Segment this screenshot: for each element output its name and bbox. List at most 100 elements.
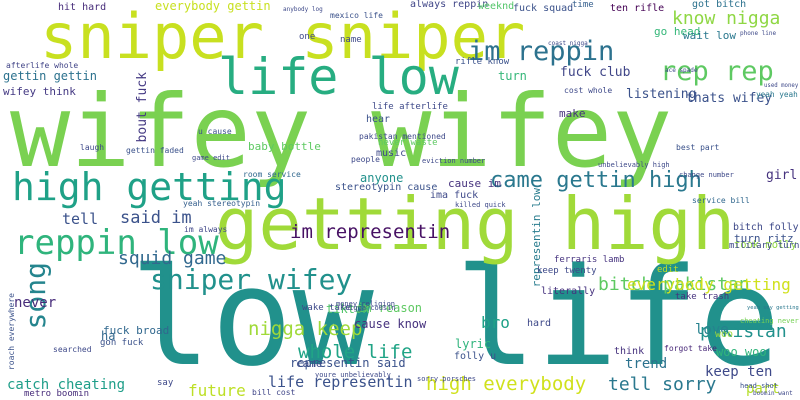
cloud-word: mexico life	[330, 11, 383, 20]
cloud-word: hard	[527, 318, 552, 329]
cloud-word: used money	[764, 83, 799, 89]
cloud-word: representin said	[290, 356, 406, 370]
cloud-word: part	[746, 381, 780, 397]
cloud-word: sniper sniper	[40, 0, 526, 73]
cloud-word: everybody getting	[627, 275, 791, 294]
cloud-word: cause know	[354, 317, 427, 331]
cloud-word: low life	[130, 239, 781, 396]
cloud-word: boomin want	[753, 390, 793, 397]
cloud-word: best part	[676, 143, 720, 152]
cloud-word: high everybody	[426, 373, 587, 395]
cloud-word: unbelievably high	[598, 161, 670, 169]
cloud-word: life low	[218, 48, 459, 106]
cloud-word: time	[572, 0, 594, 10]
cloud-word: im reppin	[468, 36, 615, 67]
cloud-word: youre unbelievably	[315, 371, 391, 379]
cloud-word: im representin	[290, 221, 451, 243]
cloud-word: getting high	[215, 182, 736, 266]
cloud-word: said im	[120, 208, 192, 228]
cloud-word: keep twenty	[537, 266, 597, 276]
cloud-word: ha	[101, 329, 116, 343]
cloud-word: yeah sey getting	[747, 305, 799, 311]
cloud-word: nigga keep	[248, 318, 363, 340]
cloud-word: service bill	[692, 196, 750, 205]
cloud-word: room service	[243, 170, 301, 179]
cloud-word: yeah stereotypin	[183, 199, 261, 208]
cloud-word: lyric	[455, 337, 492, 351]
cloud-word: life representin	[268, 373, 413, 391]
cloud-word: turn ritz	[734, 232, 794, 245]
cloud-word: pakistan	[700, 321, 787, 342]
cloud-word: anybody log	[283, 6, 323, 13]
cloud-word: one	[299, 32, 316, 42]
cloud-word: hear	[366, 114, 391, 125]
cloud-word: wifey wifey	[10, 73, 673, 190]
cloud-word: killed quick	[455, 201, 506, 209]
cloud-word: sorry porsches	[417, 375, 477, 383]
cloud-word: reppin low	[14, 223, 219, 263]
cloud-word: girl	[766, 168, 798, 183]
cloud-word: keep ten	[705, 364, 773, 380]
cloud-word: trend	[625, 356, 668, 372]
cloud-word: bill cost	[252, 388, 296, 397]
cloud-word: tell sorry	[608, 374, 717, 395]
cloud-word: bout fuck	[135, 72, 150, 143]
cloud-word: woo	[715, 329, 734, 340]
cloud-word: u cause	[198, 127, 232, 136]
cloud-word: ferraris lamb	[554, 255, 625, 265]
cloud-word: ace spade	[665, 67, 698, 74]
cloud-word: money religion	[336, 300, 396, 308]
cloud-word: music	[376, 148, 407, 159]
cloud-word: tiktok	[326, 302, 370, 316]
cloud-word: squid game	[118, 248, 227, 269]
cloud-word: fuck squad	[513, 3, 574, 14]
cloud-word: people	[351, 155, 380, 164]
cloud-word: weeknd	[478, 1, 515, 12]
cloud-word: bitch folly	[733, 222, 799, 233]
cloud-word: rep rep	[660, 56, 774, 87]
cloud-word: metro boomin	[24, 389, 90, 399]
cloud-word: edit	[657, 265, 679, 275]
cloud-word: know nigga	[672, 8, 781, 29]
cloud-word: military turn	[729, 241, 800, 251]
cloud-word: bro	[481, 313, 510, 332]
cloud-word: im reason	[357, 301, 423, 315]
cloud-word: change number	[679, 171, 734, 179]
cloud-word: catch cheating	[7, 377, 126, 393]
cloud-word: took molly	[734, 239, 797, 251]
cloud-word: say	[157, 378, 174, 388]
cloud-word: searched	[53, 345, 92, 354]
cloud-word: gettin faded	[126, 146, 184, 155]
cloud-word: think	[614, 346, 645, 357]
cloud-word: woo woo	[716, 345, 767, 359]
cloud-word: listening	[626, 87, 697, 102]
cloud-word: wifey think	[3, 85, 76, 98]
cloud-word: stereotypin cause	[335, 182, 438, 193]
cloud-word: roach everywhere	[7, 293, 16, 371]
cloud-word: forgot take	[664, 344, 717, 353]
cloud-word: yeah yeah	[756, 90, 798, 99]
cloud-word: phone line	[740, 30, 777, 37]
cloud-word: folly u	[454, 351, 497, 362]
cloud-word: always reppin	[410, 0, 489, 10]
cloud-word: eviction number	[422, 157, 486, 165]
cloud-word: rifle know	[455, 57, 510, 67]
cloud-word: never	[14, 295, 57, 311]
cloud-word: fuck broad	[103, 324, 170, 337]
cloud-word: got bitch	[692, 0, 747, 10]
cloud-word: tell	[62, 210, 99, 228]
cloud-word: coast nigga	[548, 40, 588, 47]
cloud-word: love	[695, 322, 729, 338]
cloud-word: whole life	[298, 341, 413, 363]
cloud-word: game edit	[192, 154, 230, 162]
cloud-word: pakistan mentioned	[359, 132, 446, 141]
cloud-word: gettin gettin	[3, 69, 97, 83]
cloud-word: gon fuck	[100, 338, 144, 348]
cloud-word: turn	[498, 69, 527, 83]
cloud-word: cause im	[448, 177, 501, 190]
cloud-word: head shot	[740, 382, 778, 390]
cloud-word: wait low	[683, 29, 736, 42]
cloud-word: go head	[654, 25, 701, 38]
cloud-word: make	[559, 107, 586, 120]
